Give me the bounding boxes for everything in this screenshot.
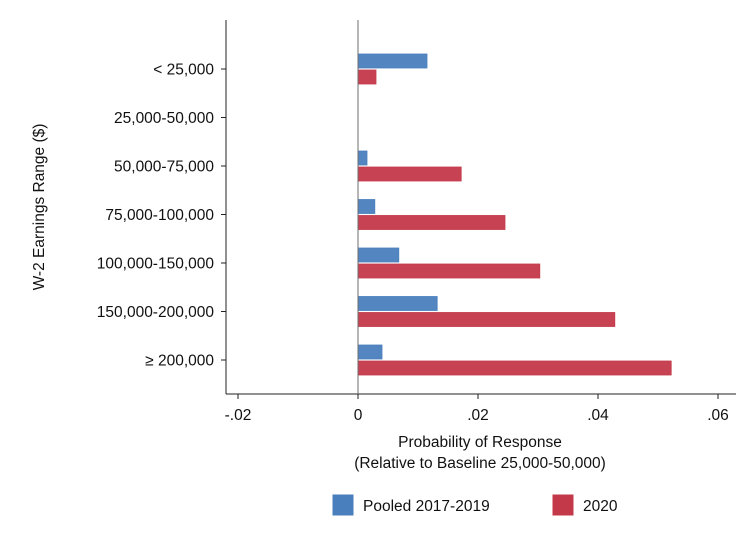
x-tick-label: .02 (467, 407, 489, 424)
bar-y2020-4 (357, 263, 541, 279)
bar-y2020-0 (357, 69, 377, 85)
y-tick-label: 50,000-75,000 (114, 159, 214, 176)
x-tick-label: .04 (587, 407, 609, 424)
y-tick-label: 150,000-200,000 (97, 304, 215, 321)
bar-pooled-2 (357, 150, 368, 166)
legend-swatch-pooled (332, 494, 354, 516)
y-tick-label: 25,000-50,000 (114, 110, 214, 127)
bar-pooled-5 (357, 296, 438, 311)
bars-layer (357, 53, 672, 376)
bar-pooled-0 (357, 53, 428, 69)
bar-y2020-6 (357, 360, 672, 376)
legend-label-y2020: 2020 (583, 498, 618, 515)
x-tick-label: -.02 (225, 407, 252, 424)
legend: Pooled 2017-2019 2020 (332, 494, 618, 516)
x-axis-ticks: -.02 0 .02 .04 .06 (225, 394, 729, 424)
bar-pooled-3 (357, 199, 376, 214)
legend-swatch-y2020 (552, 494, 574, 516)
bar-pooled-6 (357, 344, 383, 360)
y-tick-label: 75,000-100,000 (105, 207, 214, 224)
x-tick-label: .06 (707, 407, 729, 424)
y-axis-title: W-2 Earnings Range ($) (31, 124, 48, 291)
bar-pooled-4 (357, 247, 400, 263)
x-tick-label: 0 (354, 407, 363, 424)
bar-y2020-2 (357, 166, 462, 182)
y-axis-ticks: < 25,000 25,000-50,000 50,000-75,000 75,000… (97, 62, 226, 370)
y-tick-label: 100,000-150,000 (97, 256, 215, 273)
x-axis-title-line2: (Relative to Baseline 25,000-50,000) (354, 455, 606, 472)
y-tick-label: < 25,000 (153, 62, 214, 79)
x-axis-title-line1: Probability of Response (398, 434, 562, 451)
legend-label-pooled: Pooled 2017-2019 (363, 498, 490, 515)
bar-y2020-5 (357, 312, 616, 327)
bar-y2020-3 (357, 215, 506, 230)
y-tick-label: ≥ 200,000 (145, 353, 214, 370)
